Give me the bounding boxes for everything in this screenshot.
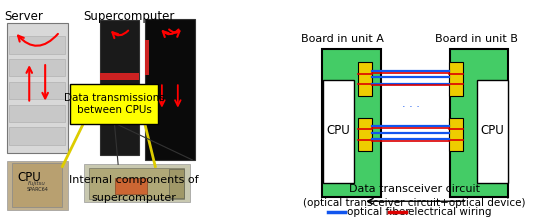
FancyBboxPatch shape bbox=[84, 164, 190, 202]
Text: Server: Server bbox=[4, 10, 43, 23]
Text: CPU: CPU bbox=[481, 124, 504, 137]
Text: CPU: CPU bbox=[327, 124, 350, 137]
FancyBboxPatch shape bbox=[12, 163, 62, 207]
Text: Board in unit B: Board in unit B bbox=[435, 34, 518, 44]
Text: Data transmissions
between CPUs: Data transmissions between CPUs bbox=[64, 93, 165, 115]
Text: Fujitsu: Fujitsu bbox=[28, 181, 46, 186]
FancyBboxPatch shape bbox=[70, 84, 158, 124]
Text: · · ·: · · · bbox=[402, 102, 420, 112]
FancyBboxPatch shape bbox=[7, 161, 68, 210]
FancyBboxPatch shape bbox=[477, 80, 508, 183]
FancyBboxPatch shape bbox=[450, 49, 508, 197]
FancyBboxPatch shape bbox=[145, 40, 149, 75]
Text: SPARC64: SPARC64 bbox=[26, 187, 48, 192]
Text: Data transceiver circuit: Data transceiver circuit bbox=[349, 184, 480, 194]
Text: Internal components of: Internal components of bbox=[69, 175, 199, 185]
FancyBboxPatch shape bbox=[449, 62, 463, 96]
FancyBboxPatch shape bbox=[322, 49, 381, 197]
FancyBboxPatch shape bbox=[100, 73, 139, 81]
Text: Board in unit A: Board in unit A bbox=[301, 34, 384, 44]
FancyBboxPatch shape bbox=[449, 118, 463, 151]
FancyBboxPatch shape bbox=[9, 36, 65, 53]
FancyBboxPatch shape bbox=[9, 82, 65, 99]
FancyBboxPatch shape bbox=[89, 168, 184, 199]
FancyBboxPatch shape bbox=[358, 118, 372, 151]
FancyBboxPatch shape bbox=[9, 104, 65, 122]
Text: supercomputer: supercomputer bbox=[92, 192, 177, 203]
FancyBboxPatch shape bbox=[116, 178, 147, 194]
FancyBboxPatch shape bbox=[168, 169, 184, 198]
FancyBboxPatch shape bbox=[358, 62, 372, 96]
Text: optical fiber: optical fiber bbox=[348, 207, 410, 217]
FancyBboxPatch shape bbox=[9, 59, 65, 76]
Text: electrical wiring: electrical wiring bbox=[408, 207, 492, 217]
FancyBboxPatch shape bbox=[323, 80, 354, 183]
FancyBboxPatch shape bbox=[100, 20, 139, 154]
Text: Supercomputer: Supercomputer bbox=[84, 10, 175, 23]
Text: (optical transceiver circuit+optical device): (optical transceiver circuit+optical dev… bbox=[303, 198, 525, 208]
FancyBboxPatch shape bbox=[145, 19, 195, 160]
FancyBboxPatch shape bbox=[9, 127, 65, 145]
FancyBboxPatch shape bbox=[7, 23, 68, 153]
Text: CPU: CPU bbox=[17, 171, 41, 184]
